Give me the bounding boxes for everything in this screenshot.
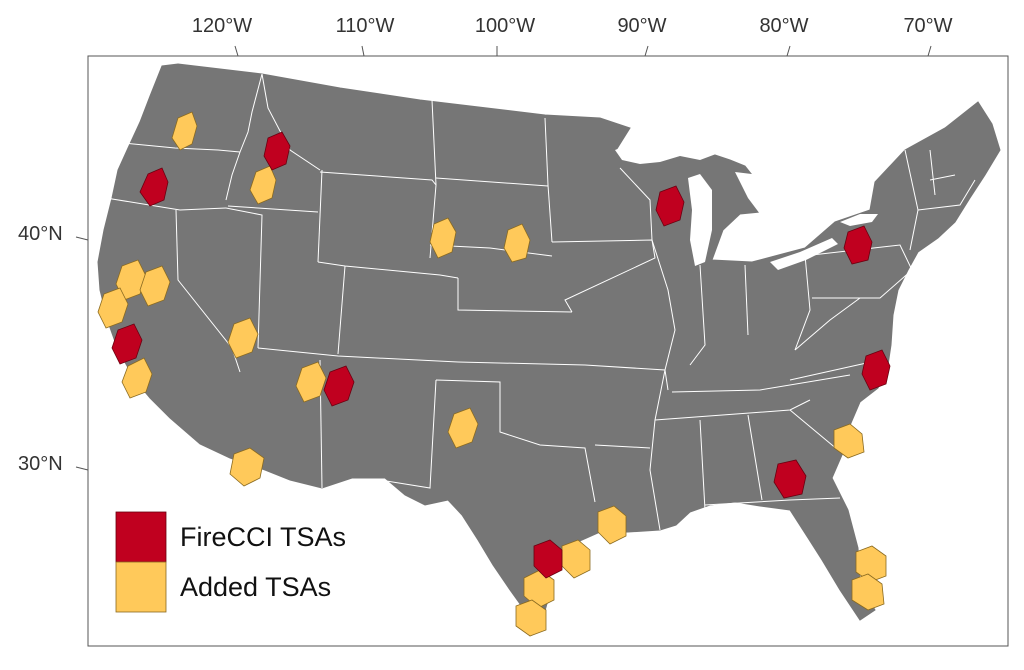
added-tsa-ca-north-a [115, 259, 147, 301]
legend: FireCCI TSAs Added TSAs [115, 511, 346, 613]
border-wa-or [111, 141, 241, 153]
added-tsa-south-dakota [503, 223, 531, 263]
added-tsa-arizona [295, 361, 327, 403]
border-al-ga [747, 414, 763, 501]
added-tsa-nevada-utah [227, 317, 259, 359]
border-id-south [227, 205, 319, 213]
border-mississippi [649, 239, 676, 531]
lon-label-90w: 90°W [617, 15, 666, 37]
lon-label-110w: 110°W [336, 15, 395, 37]
lat-tick-40n [75, 236, 89, 241]
border-id-mt [261, 73, 321, 171]
map-frame [87, 55, 1009, 647]
border-wy-west [317, 169, 323, 263]
lon-tick-110w [361, 45, 365, 57]
border-ok-panhandle [435, 379, 596, 503]
border-oh-east [794, 254, 811, 351]
added-tsa-wyoming [429, 217, 457, 259]
border-ca-nv [175, 209, 241, 373]
legend-label-firecci: FireCCI TSAs [180, 522, 346, 552]
added-tsa-south-carolina [833, 423, 865, 459]
firecci-tsa-oregon [139, 167, 169, 207]
firecci-tsa-pennsylvania [843, 225, 873, 265]
added-tsa-louisiana [597, 505, 627, 545]
lon-tick-70w [927, 45, 932, 57]
lon-label-120w: 120°W [192, 15, 252, 37]
border-ia-mo [551, 239, 656, 313]
added-tsa-tx-coast-east [561, 539, 591, 579]
legend-swatch-added [115, 561, 167, 613]
border-va-wv [794, 297, 861, 351]
added-tsa-ca-south [121, 357, 153, 399]
border-4corners-ew [257, 347, 459, 363]
firecci-tsa-texas-coast [533, 539, 563, 579]
added-tsa-florida-a [855, 545, 887, 583]
latitude-ticks [75, 236, 89, 471]
added-tsa-tx-panhandle [447, 407, 479, 449]
state-borders [105, 73, 976, 531]
border-ga-fl [704, 497, 841, 506]
lon-tick-80w [786, 45, 791, 57]
lon-label-80w: 80°W [759, 15, 808, 37]
latitude-labels: 40°N 30°N [18, 223, 63, 475]
border-mt-wy [319, 171, 437, 186]
border-il-in [689, 264, 706, 366]
lat-tick-30n [75, 466, 89, 471]
border-nv-east [225, 207, 263, 349]
border-ar-la [594, 444, 651, 449]
added-tsa-az-border [229, 447, 265, 487]
border-ga-sc [789, 409, 839, 451]
border-ks-ok [457, 361, 586, 366]
border-dakotas-east [544, 117, 553, 243]
firecci-tsa-four-corners [323, 365, 355, 407]
added-tsa-ca-coast [97, 287, 129, 329]
firecci-tsa-wisconsin [655, 185, 685, 227]
added-tsa-ca-north-b [139, 265, 171, 307]
border-tx-nm [379, 379, 437, 489]
firecci-tsa-idaho [263, 131, 291, 171]
border-ut-co [337, 265, 346, 355]
firecci-tsa-layer [111, 131, 891, 579]
border-idaho-west [225, 73, 263, 201]
lake-huron [735, 172, 778, 222]
added-tsa-tx-coast-b [515, 599, 547, 637]
border-wy-co [317, 261, 459, 279]
lon-label-100w: 100°W [475, 15, 535, 37]
added-tsa-florida-b [851, 573, 885, 611]
legend-label-added: Added TSAs [180, 572, 331, 602]
lat-label-30n: 30°N [18, 453, 63, 475]
lake-erie [770, 238, 838, 270]
border-mn-wi [619, 167, 653, 241]
lake-superior [615, 138, 716, 164]
lake-michigan [688, 174, 712, 266]
border-or-south [105, 197, 227, 211]
lat-label-40n: 40°N [18, 223, 63, 245]
lon-tick-120w [234, 45, 239, 57]
legend-swatch-firecci [115, 511, 167, 563]
border-ne-ks [457, 278, 573, 313]
added-tsa-layer [97, 111, 887, 637]
added-tsa-oregon-north [171, 111, 198, 151]
firecci-tsa-north-carolina [861, 349, 891, 391]
border-ky-tn [671, 374, 851, 393]
firecci-tsa-georgia [773, 459, 807, 499]
border-nd-sd [435, 177, 549, 187]
longitude-labels: 120°W 110°W 100°W 90°W 80°W 70°W [192, 15, 953, 37]
firecci-tsa-california [111, 323, 143, 365]
border-ms-al [699, 419, 706, 511]
border-new-england [917, 149, 976, 211]
lon-label-70w: 70°W [903, 15, 952, 37]
lon-tick-90w [644, 45, 649, 57]
longitude-ticks [234, 45, 932, 57]
lake-ontario [840, 214, 878, 226]
border-in-oh [744, 264, 749, 336]
